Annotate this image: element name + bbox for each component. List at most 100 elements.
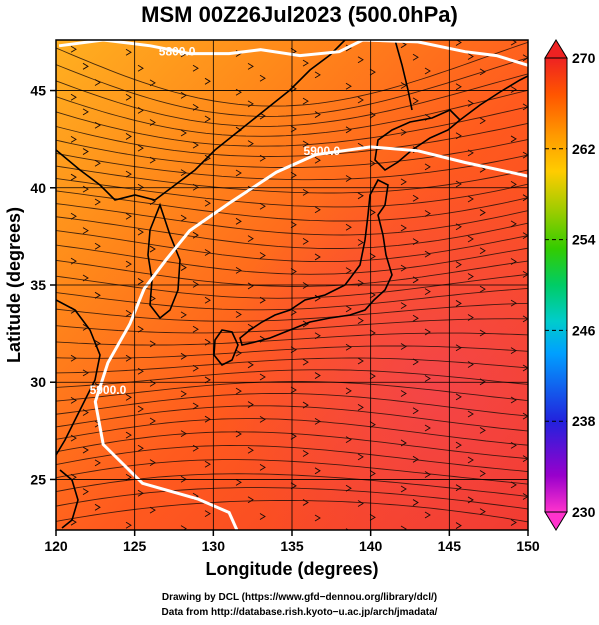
colorbar-tick-label: 246 [572, 322, 596, 338]
streamline-arrow [125, 309, 132, 317]
coastline-japan-hokkaido [374, 109, 462, 172]
streamline-arrow [259, 513, 266, 520]
streamline-arrow [510, 258, 517, 265]
streamline [56, 418, 528, 446]
streamline-arrow [467, 273, 474, 280]
streamline-arrow [290, 346, 297, 354]
streamline-arrow [125, 354, 132, 362]
streamline-arrow [180, 129, 187, 137]
streamline-arrow [424, 67, 431, 75]
coastline-korea [147, 202, 181, 320]
coastline-japan-kyushu [213, 329, 239, 367]
streamline-arrow [180, 311, 187, 319]
streamline-arrow [180, 92, 187, 99]
streamline-arrow [455, 522, 462, 529]
streamline-arrow [180, 390, 187, 398]
streamline-arrow [357, 357, 364, 365]
streamline-arrow [302, 358, 309, 366]
streamline-arrow [82, 369, 89, 377]
streamline-arrow [235, 169, 242, 177]
contour-label: 5900.0 [304, 144, 341, 158]
streamline-arrow [522, 271, 528, 278]
streamline-arrow [314, 332, 321, 340]
streamline-arrow [467, 456, 474, 464]
streamline-arrow [455, 83, 462, 91]
streamline-arrow [455, 344, 462, 352]
streamline [56, 178, 528, 208]
streamline-arrow [535, 333, 540, 339]
streamline-arrow [149, 380, 156, 387]
streamline-arrow [357, 317, 364, 325]
streamline-arrow [235, 387, 242, 395]
streamline [56, 244, 528, 275]
streamline-arrow [180, 352, 187, 360]
colorbar-tick-label: 254 [572, 232, 596, 248]
streamline-arrow [137, 325, 144, 333]
streamline-arrow [302, 237, 309, 245]
streamline-arrow [412, 455, 419, 463]
colorbar-ticks: 270 262 254 246 238 230 [545, 50, 596, 520]
streamline-arrow [302, 282, 309, 289]
streamline [56, 73, 528, 127]
streamline-arrow [82, 409, 89, 416]
streamline-arrow [314, 206, 321, 214]
streamline-arrow [424, 163, 431, 171]
streamline-arrow [247, 235, 254, 243]
streamline [56, 106, 528, 147]
streamline-arrow [290, 171, 297, 179]
streamline-arrow [204, 296, 211, 304]
streamline-arrow [247, 361, 254, 369]
credit-text: Drawing by DCL (https://www.gfd−dennou.o… [0, 590, 599, 620]
streamline [56, 459, 528, 485]
coastline-asia-mainland [56, 40, 346, 201]
streamline-arrow [204, 199, 211, 207]
streamline-arrow [235, 266, 242, 274]
streamline-arrow [192, 281, 199, 288]
streamline-arrow [137, 106, 144, 114]
streamline-arrow [400, 302, 407, 309]
streamline-arrow [302, 59, 309, 67]
streamline-arrow [94, 121, 101, 129]
credit-data: Data from http://database.rish.kyoto−u.a… [161, 607, 438, 618]
x-tick-label: 135 [280, 538, 304, 554]
streamline-arrow [149, 295, 156, 302]
streamline-arrow [125, 170, 132, 178]
streamline-arrow [192, 64, 199, 72]
streamline [56, 57, 528, 117]
streamline [56, 357, 528, 374]
streamline-arrow [259, 154, 266, 162]
streamline-arrow [125, 521, 132, 529]
colorbar-gradient [544, 57, 568, 513]
streamline-arrow [522, 315, 528, 323]
streamline-arrow [235, 311, 242, 318]
streamline-arrow [455, 261, 462, 269]
streamline-arrow [149, 119, 156, 126]
x-tick-label: 130 [202, 538, 226, 554]
x-tick-label: 120 [44, 538, 68, 554]
streamline-arrow [467, 100, 474, 107]
streamline-arrow [192, 141, 199, 149]
streamline-arrow [82, 446, 89, 454]
streamline-arrow [467, 314, 474, 321]
streamline [56, 332, 528, 346]
streamline-arrow [467, 195, 474, 203]
streamline-arrow [70, 434, 77, 442]
colorbar: 270 262 254 246 238 230 [544, 39, 596, 531]
streamline-arrow [290, 125, 297, 133]
streamline [56, 445, 528, 473]
streamline-arrow [192, 364, 199, 372]
streamline-arrow [535, 468, 540, 474]
streamline-arrow [357, 192, 364, 200]
streamline-arrow [192, 402, 199, 410]
coastline-kuril [459, 75, 528, 121]
colorbar-tick-label: 230 [572, 504, 596, 520]
streamline-arrow [369, 68, 376, 76]
wind-streamlines [56, 40, 540, 530]
streamline-arrow [345, 436, 352, 444]
streamline-arrow [137, 64, 144, 72]
streamline-arrow [522, 455, 528, 463]
streamline-arrow [535, 505, 540, 511]
streamline-arrow [412, 97, 419, 105]
streamline-arrow [369, 209, 376, 216]
streamline-arrow [369, 470, 376, 477]
